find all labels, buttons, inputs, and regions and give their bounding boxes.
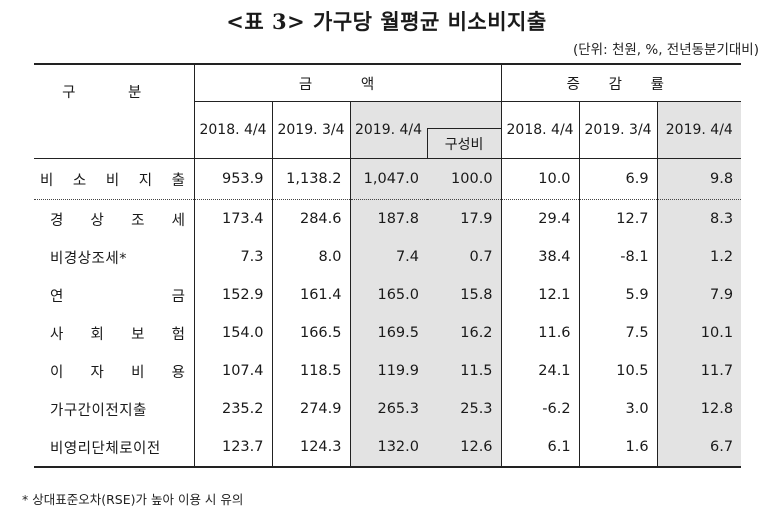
cell-value: 1,138.2 [272,158,351,200]
cell-value: 169.5 [350,314,427,352]
cell-value: 284.6 [272,199,351,238]
cell-value: 161.4 [272,276,351,314]
cell-value: 7.9 [657,276,742,314]
cell-value: 123.7 [194,428,273,467]
table-row: 비 소 비 지 출 953.9 1,138.2 1,047.0 100.0 10… [34,158,742,200]
table-row: 이 자 비 용 107.4 118.5 119.9 11.5 24.1 10.5… [34,352,742,390]
cell-value: 166.5 [272,314,351,352]
cell-value: 235.2 [194,390,273,428]
table-row: 비영리단체로이전 123.7 124.3 132.0 12.6 6.1 1.6 … [34,428,742,467]
year-header-amount-3: 2019. 4/4 [350,101,427,159]
cell-value: 100.0 [427,158,502,200]
cell-value: 9.8 [657,158,742,200]
cell-value: 0.7 [427,238,502,276]
cell-value: 7.3 [194,238,273,276]
row-label: 비 소 비 지 출 [34,158,195,200]
cell-value: 7.5 [579,314,658,352]
cell-value: 953.9 [194,158,273,200]
cell-value: 11.5 [427,352,502,390]
cell-value: 165.0 [350,276,427,314]
cell-value: 154.0 [194,314,273,352]
cell-value: 16.2 [427,314,502,352]
table-row: 사 회 보 험 154.0 166.5 169.5 16.2 11.6 7.5 … [34,314,742,352]
cell-value: 15.8 [427,276,502,314]
cell-value: -8.1 [579,238,658,276]
year-header-amount-1: 2018. 4/4 [194,101,273,159]
cell-value: 1,047.0 [350,158,427,200]
category-header: 구 분 [34,64,195,159]
cell-value: 7.4 [350,238,427,276]
row-label: 경 상 조 세 [34,199,195,238]
table-row: 비경상조세* 7.3 8.0 7.4 0.7 38.4 -8.1 1.2 [34,238,742,276]
table-row: 연 금 152.9 161.4 165.0 15.8 12.1 5.9 7.9 [34,276,742,314]
cell-value: 24.1 [501,352,580,390]
year-header-change-2: 2019. 3/4 [579,101,658,159]
cell-value: 12.7 [579,199,658,238]
year-header-change-3: 2019. 4/4 [657,101,742,159]
row-label: 연 금 [34,276,195,314]
composition-header: 구성비 [426,128,502,159]
cell-value: 12.6 [427,428,502,467]
cell-value: 265.3 [350,390,427,428]
cell-value: 8.0 [272,238,351,276]
cell-value: 1.2 [657,238,742,276]
cell-value: 29.4 [501,199,580,238]
cell-value: 187.8 [350,199,427,238]
cell-value: 3.0 [579,390,658,428]
cell-value: 12.8 [657,390,742,428]
cell-value: 152.9 [194,276,273,314]
row-label: 가구간이전지출 [34,390,195,428]
cell-value: 8.3 [657,199,742,238]
row-label: 비영리단체로이전 [34,428,195,467]
cell-value: 274.9 [272,390,351,428]
cell-value: 25.3 [427,390,502,428]
unit-note: (단위: 천원, %, 전년동분기대비) [573,42,759,58]
cell-value: 12.1 [501,276,580,314]
row-label: 이 자 비 용 [34,352,195,390]
cell-value: 11.6 [501,314,580,352]
cell-value: 38.4 [501,238,580,276]
year-header-change-1: 2018. 4/4 [501,101,580,159]
cell-value: 10.0 [501,158,580,200]
cell-value: 6.9 [579,158,658,200]
cell-value: 173.4 [194,199,273,238]
cell-value: 17.9 [427,199,502,238]
cell-value: 5.9 [579,276,658,314]
cell-value: 132.0 [350,428,427,467]
cell-value: 1.6 [579,428,658,467]
table-title: <표 3> 가구당 월평균 비소비지출 [226,9,547,34]
cell-value: -6.2 [501,390,580,428]
row-label: 사 회 보 험 [34,314,195,352]
expenditure-table: 구 분 금 액 증 감 률 2018. 4/4 2019. 3/4 2019. … [34,63,742,468]
change-group-header: 증 감 률 [501,64,742,102]
cell-value: 10.5 [579,352,658,390]
cell-value: 124.3 [272,428,351,467]
cell-value: 10.1 [657,314,742,352]
footnote: * 상대표준오차(RSE)가 높아 이용 시 유의 [22,492,244,507]
cell-value: 6.1 [501,428,580,467]
table-row: 가구간이전지출 235.2 274.9 265.3 25.3 -6.2 3.0 … [34,390,742,428]
cell-value: 107.4 [194,352,273,390]
table-row: 경 상 조 세 173.4 284.6 187.8 17.9 29.4 12.7… [34,199,742,238]
cell-value: 118.5 [272,352,351,390]
composition-spacer [427,101,502,129]
cell-value: 6.7 [657,428,742,467]
cell-value: 119.9 [350,352,427,390]
cell-value: 11.7 [657,352,742,390]
row-label: 비경상조세* [34,238,195,276]
amount-group-header: 금 액 [194,64,502,102]
year-header-amount-2: 2019. 3/4 [272,101,351,159]
